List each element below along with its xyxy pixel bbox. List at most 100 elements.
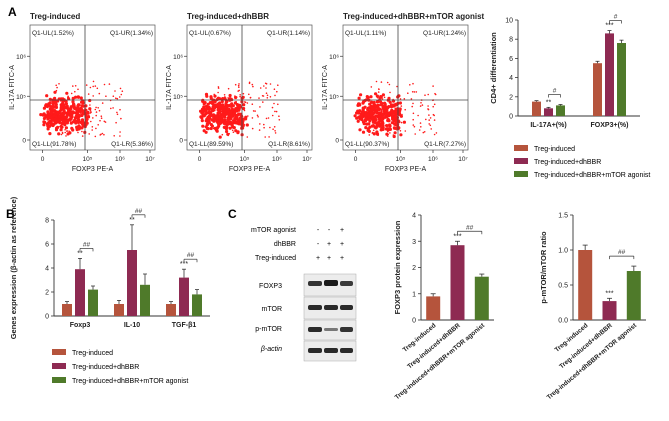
- flow-dot: [115, 121, 117, 124]
- x-tick-label: 10⁵: [240, 156, 250, 163]
- flow-dot: [370, 86, 373, 88]
- significance-stars: ***: [180, 261, 188, 268]
- flow-dot: [75, 128, 79, 132]
- y-tick-label: 6: [509, 56, 513, 63]
- flow-plot-title: Treg-induced+dhBBR: [187, 12, 269, 21]
- flow-dot: [66, 111, 70, 115]
- flow-dot: [268, 136, 270, 138]
- flow-dot: [227, 104, 230, 107]
- flow-dot: [266, 97, 269, 99]
- flow-dot: [398, 101, 402, 105]
- flow-dot: [390, 113, 394, 117]
- flow-dot: [278, 119, 281, 121]
- flow-dot: [412, 118, 415, 121]
- flow-dot: [265, 117, 268, 120]
- flow-dot: [43, 120, 47, 124]
- y-tick-label: 4: [412, 213, 416, 220]
- flow-dot: [226, 120, 230, 124]
- y-tick-label: 0.0: [558, 318, 568, 325]
- flow-dot: [387, 105, 391, 109]
- legend-panel-b: Treg-induced Treg-induced+dhBBR Treg-ind…: [52, 349, 188, 385]
- flow-dot: [216, 102, 220, 106]
- flow-dot: [373, 104, 375, 107]
- flow-dot: [433, 133, 436, 136]
- bar: [62, 304, 72, 316]
- flow-dot: [54, 103, 58, 107]
- flow-dot: [232, 126, 236, 130]
- flow-dot: [211, 105, 215, 109]
- flow-dot: [374, 92, 376, 95]
- flow-dot: [263, 123, 265, 126]
- flow-dot: [63, 106, 67, 110]
- flow-dot: [276, 90, 278, 93]
- flow-dot: [46, 124, 50, 128]
- flow-dot: [100, 133, 102, 136]
- flow-dot: [368, 119, 372, 123]
- flow-dot: [423, 131, 426, 133]
- flow-dot: [220, 106, 223, 108]
- flow-dot: [103, 83, 106, 86]
- y-axis-label: IL-17A FITC-A: [166, 65, 173, 110]
- wb-condition-label: mTOR agonist: [251, 227, 296, 234]
- bar: [578, 250, 593, 320]
- blot-band: [308, 348, 322, 353]
- flow-dot: [112, 95, 115, 97]
- wb-band-label: mTOR: [262, 306, 282, 313]
- flow-dot: [388, 100, 392, 104]
- flow-dot: [374, 108, 378, 113]
- flow-dot: [272, 128, 274, 130]
- flow-dot: [384, 111, 388, 115]
- flow-dot: [425, 118, 427, 121]
- wb-mark: +: [316, 255, 320, 262]
- flow-dot: [269, 96, 272, 98]
- flow-dot: [89, 104, 91, 106]
- flow-dot: [202, 102, 206, 106]
- y-tick-label: 3: [412, 239, 416, 246]
- flow-dot: [434, 92, 436, 95]
- flow-dot: [269, 126, 271, 129]
- flow-dot: [427, 93, 430, 96]
- flow-dot: [54, 128, 59, 132]
- flow-dot: [263, 85, 265, 87]
- flow-dot: [390, 103, 394, 107]
- flow-dot: [226, 130, 228, 133]
- flow-dot: [71, 102, 76, 106]
- flow-dot: [220, 99, 224, 104]
- flow-dot: [273, 88, 276, 90]
- flow-dot: [49, 121, 54, 125]
- flow-dot: [67, 95, 69, 98]
- bar: [450, 245, 465, 320]
- flow-dot: [380, 108, 383, 111]
- flow-dot: [51, 104, 56, 108]
- flow-dot: [229, 96, 231, 98]
- flow-dot: [407, 92, 409, 94]
- flow-dot: [379, 100, 382, 102]
- flow-dot: [393, 103, 397, 107]
- flow-dot: [271, 114, 274, 117]
- flow-dot: [234, 83, 237, 86]
- flow-dot: [81, 135, 84, 137]
- flow-dot: [427, 105, 429, 107]
- flow-dot: [216, 121, 220, 125]
- flow-dot: [210, 124, 214, 128]
- flow-dot: [237, 84, 240, 87]
- x-tick-label: 10⁵: [396, 156, 406, 163]
- y-axis-label: Genes expression (β-actin as reference): [9, 196, 18, 339]
- blot-band: [308, 327, 322, 332]
- flow-dot: [381, 93, 385, 97]
- flow-dot: [392, 110, 394, 112]
- flow-dot: [239, 94, 241, 96]
- flow-dot: [119, 108, 121, 111]
- flow-dot: [75, 107, 79, 111]
- legend-label-agonist: Treg-induced+dhBBR+mTOR agonist: [72, 378, 188, 385]
- flow-dot: [208, 106, 212, 111]
- flow-dot: [46, 127, 50, 131]
- blot-band: [324, 348, 338, 353]
- flow-dot: [74, 90, 76, 93]
- flow-dot: [238, 83, 240, 85]
- flow-dot: [220, 103, 225, 107]
- flow-dot: [94, 135, 97, 138]
- flow-dot: [213, 116, 215, 119]
- flow-dot: [257, 116, 259, 118]
- flow-dot: [53, 117, 57, 121]
